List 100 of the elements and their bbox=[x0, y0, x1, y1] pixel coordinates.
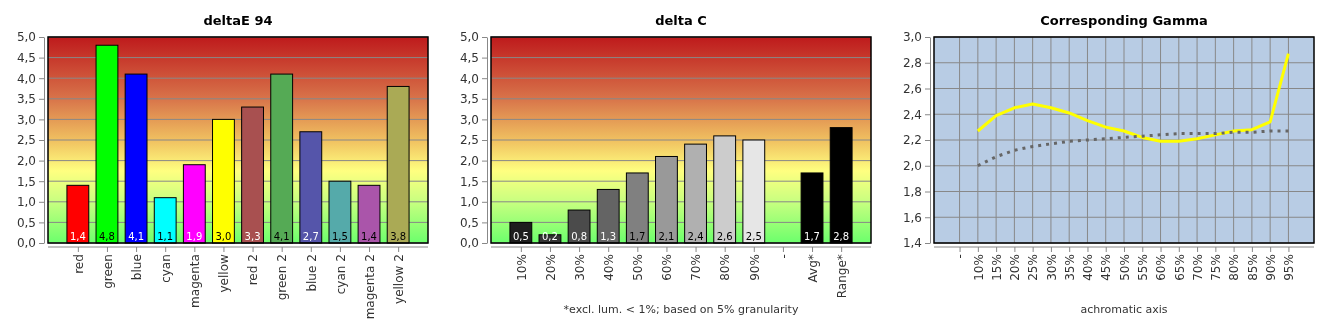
y-tick-label: 1,5 bbox=[16, 174, 36, 189]
y-tick-label: 1,5 bbox=[459, 174, 479, 189]
data-label: 2,6 bbox=[716, 231, 733, 242]
data-label: 0,2 bbox=[542, 231, 558, 242]
y-tick-label: 3,0 bbox=[16, 112, 36, 127]
x-tick-label: 65% bbox=[1172, 254, 1187, 281]
x-tick-label: 35% bbox=[1062, 254, 1077, 281]
y-tick-label: 4,0 bbox=[16, 71, 36, 86]
data-label: 1,1 bbox=[157, 231, 174, 242]
x-tick-label: 90% bbox=[747, 254, 762, 281]
chart-title: deltaE 94 bbox=[203, 13, 273, 28]
x-tick-label: 80% bbox=[718, 254, 733, 281]
data-label: 1,3 bbox=[600, 231, 617, 242]
x-tick-label: yellow bbox=[217, 254, 232, 293]
data-label: 1,4 bbox=[69, 231, 86, 242]
x-tick-label: 55% bbox=[1135, 254, 1150, 281]
x-tick-label: 20% bbox=[1008, 254, 1023, 281]
data-label: 4,1 bbox=[128, 231, 145, 242]
x-tick-label: 95% bbox=[1282, 254, 1297, 281]
x-tick-label: Range* bbox=[834, 254, 849, 299]
x-tick-label: 70% bbox=[1190, 254, 1205, 281]
x-tick-label: 75% bbox=[1209, 254, 1224, 281]
chart-title: delta C bbox=[655, 13, 707, 28]
y-tick-label: 2,6 bbox=[902, 81, 922, 96]
x-axis-title: achromatic axis bbox=[1080, 303, 1168, 316]
y-tick-label: 2,8 bbox=[902, 56, 922, 71]
data-label: 4,1 bbox=[273, 231, 290, 242]
data-label: 1,7 bbox=[629, 231, 646, 242]
x-tick-label: green 2 bbox=[275, 254, 290, 301]
x-tick-label: blue 2 bbox=[304, 254, 319, 292]
data-label: 3,8 bbox=[390, 231, 407, 242]
x-tick-label: 15% bbox=[989, 254, 1004, 281]
line-series bbox=[976, 129, 1290, 168]
y-tick-label: 2,0 bbox=[16, 153, 36, 168]
x-tick-label: 30% bbox=[572, 254, 587, 281]
data-label: 1,7 bbox=[804, 231, 820, 242]
x-tick-label: 30% bbox=[1044, 254, 1059, 281]
y-tick-label: 1,6 bbox=[902, 210, 922, 225]
x-tick-label: 60% bbox=[1154, 254, 1169, 281]
y-tick-label: 0,5 bbox=[16, 215, 36, 230]
data-label: 1,5 bbox=[331, 231, 348, 242]
y-tick-label: 3,5 bbox=[459, 92, 479, 107]
x-tick-label: 25% bbox=[1026, 254, 1041, 281]
x-tick-label: 70% bbox=[689, 254, 704, 281]
data-label: 1,4 bbox=[361, 231, 377, 242]
y-tick-label: 0,0 bbox=[459, 236, 479, 251]
x-tick-label: 10% bbox=[971, 254, 986, 281]
x-tick-label: 40% bbox=[1081, 254, 1096, 281]
data-label: 0,8 bbox=[571, 231, 588, 242]
x-tick-label: red bbox=[71, 254, 86, 274]
x-tick-label: 85% bbox=[1245, 254, 1260, 281]
data-label: 3,0 bbox=[215, 231, 232, 242]
line-series bbox=[976, 52, 1290, 143]
x-tick-label: cyan 2 bbox=[333, 254, 348, 295]
y-tick-label: 4,5 bbox=[459, 50, 479, 65]
y-tick-label: 3,5 bbox=[16, 92, 36, 107]
data-label: 1,9 bbox=[186, 231, 203, 242]
x-tick-label: Avg* bbox=[805, 254, 820, 283]
y-tick-label: 3,0 bbox=[902, 30, 922, 45]
x-tick-label: 90% bbox=[1263, 254, 1278, 281]
x-tick-label: 40% bbox=[601, 254, 616, 281]
y-tick-label: 3,0 bbox=[459, 112, 479, 127]
x-tick-label: red 2 bbox=[246, 254, 261, 286]
data-label: 2,4 bbox=[687, 231, 704, 242]
data-label: 2,7 bbox=[302, 231, 319, 242]
y-tick-label: 5,0 bbox=[459, 30, 479, 45]
data-label: 2,8 bbox=[833, 231, 850, 242]
y-tick-label: 2,0 bbox=[902, 159, 922, 174]
y-tick-label: 0,0 bbox=[16, 236, 36, 251]
y-tick-label: 2,2 bbox=[902, 133, 922, 148]
x-tick-label: 60% bbox=[660, 254, 675, 281]
x-tick-label: - bbox=[776, 254, 791, 259]
x-tick-label: 80% bbox=[1227, 254, 1242, 281]
x-tick-label: - bbox=[953, 254, 968, 259]
x-tick-label: magenta 2 bbox=[362, 254, 377, 320]
data-label: 2,1 bbox=[658, 231, 675, 242]
x-tick-label: cyan bbox=[158, 254, 173, 283]
y-tick-label: 4,5 bbox=[16, 50, 36, 65]
data-label: 3,3 bbox=[244, 231, 261, 242]
y-tick-label: 4,0 bbox=[459, 71, 479, 86]
x-axis-title: *excl. lum. < 1%; based on 5% granularity bbox=[563, 303, 799, 316]
x-tick-label: 50% bbox=[1117, 254, 1132, 281]
x-tick-label: yellow 2 bbox=[391, 254, 406, 304]
y-tick-label: 1,4 bbox=[902, 236, 922, 251]
y-tick-label: 2,5 bbox=[459, 133, 479, 148]
data-label: 4,8 bbox=[99, 231, 115, 242]
x-tick-label: 10% bbox=[514, 254, 529, 281]
x-tick-label: 50% bbox=[631, 254, 646, 281]
x-tick-label: 45% bbox=[1099, 254, 1114, 281]
data-label: 0,5 bbox=[512, 231, 529, 242]
y-tick-label: 2,5 bbox=[16, 133, 36, 148]
y-tick-label: 5,0 bbox=[16, 30, 36, 45]
x-tick-label: blue bbox=[129, 254, 144, 281]
x-tick-label: 20% bbox=[543, 254, 558, 281]
chart-title: Corresponding Gamma bbox=[1040, 13, 1208, 28]
x-tick-label: green bbox=[100, 254, 115, 289]
x-tick-label: magenta bbox=[188, 254, 203, 308]
y-tick-label: 1,8 bbox=[902, 184, 922, 199]
y-tick-label: 1,0 bbox=[16, 195, 36, 210]
y-tick-label: 1,0 bbox=[459, 195, 479, 210]
